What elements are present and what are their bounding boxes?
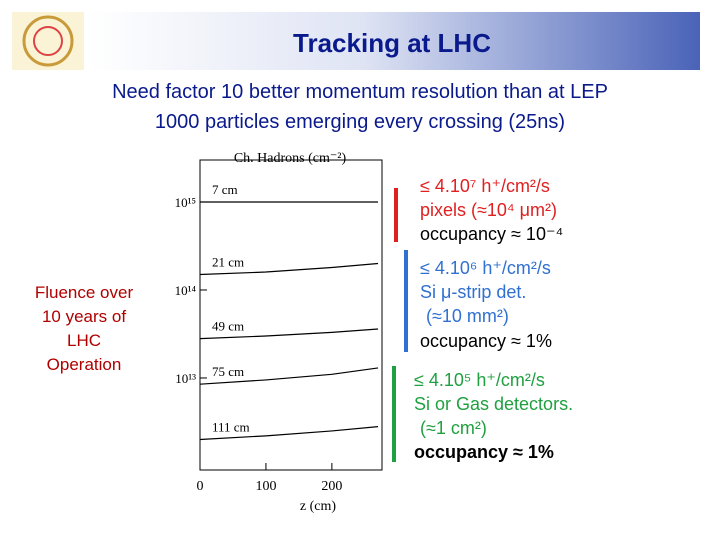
plot-frame (199, 159, 383, 471)
y-tick-label: 10¹⁵ (175, 195, 196, 210)
side-note-line: 10 years of (42, 307, 126, 326)
note-bar (404, 250, 408, 352)
note-line: ≤ 4.10⁷ h⁺/cm²/s (420, 176, 550, 196)
plot: Ch. Hadrons (cm⁻²) z (cm) 10¹³ 10¹⁴ 10¹⁵ 0 1… (175, 151, 383, 514)
intro-line: Need factor 10 better momentum resolutio… (112, 81, 608, 103)
side-note-line: LHC (67, 331, 101, 350)
logo (12, 12, 84, 70)
series-line (199, 262, 379, 276)
side-note-line: Operation (47, 355, 122, 374)
note-line: occupancy ≈ 1% (420, 331, 552, 351)
intro-line: 1000 particles emerging every crossing (… (155, 111, 565, 133)
x-tick-label: 100 (255, 479, 276, 494)
note-bar (392, 366, 396, 462)
y-axis-label: Ch. Hadrons (cm⁻²) (234, 151, 347, 166)
series-label: 7 cm (212, 182, 238, 197)
x-tick-label: 0 (197, 479, 204, 494)
note-line: (≈1 cm²) (420, 418, 487, 438)
side-note: Fluence over 10 years of LHC Operation (35, 283, 134, 374)
note-line: Si μ-strip det. (420, 282, 526, 302)
note-line: ≤ 4.10⁵ h⁺/cm²/s (414, 370, 545, 390)
title-bar (88, 12, 700, 70)
note-line: ≤ 4.10⁶ h⁺/cm²/s (420, 258, 551, 278)
note-line: occupancy ≈ 1% (414, 442, 554, 462)
side-note-line: Fluence over (35, 283, 134, 302)
series-label: 21 cm (212, 254, 244, 269)
y-tick-label: 10¹³ (175, 371, 196, 386)
note-line: Si or Gas detectors. (414, 394, 573, 414)
series-line (199, 426, 379, 441)
series-line (199, 328, 379, 340)
note-line: occupancy ≈ 10⁻⁴ (420, 224, 563, 244)
notes: ≤ 4.10⁷ h⁺/cm²/s pixels (≈10⁴ μm²) occup… (414, 176, 573, 462)
title: Tracking at LHC (293, 28, 491, 58)
note-line: pixels (≈10⁴ μm²) (420, 200, 557, 220)
y-tick-label: 10¹⁴ (175, 283, 197, 298)
series-label: 111 cm (212, 419, 250, 434)
note-bar (394, 188, 398, 242)
x-tick-label: 200 (321, 479, 342, 494)
x-axis-label: z (cm) (300, 499, 336, 514)
series-label: 75 cm (212, 364, 244, 379)
series-line (199, 367, 379, 385)
note-line: (≈10 mm²) (426, 306, 509, 326)
series-label: 49 cm (212, 319, 244, 334)
